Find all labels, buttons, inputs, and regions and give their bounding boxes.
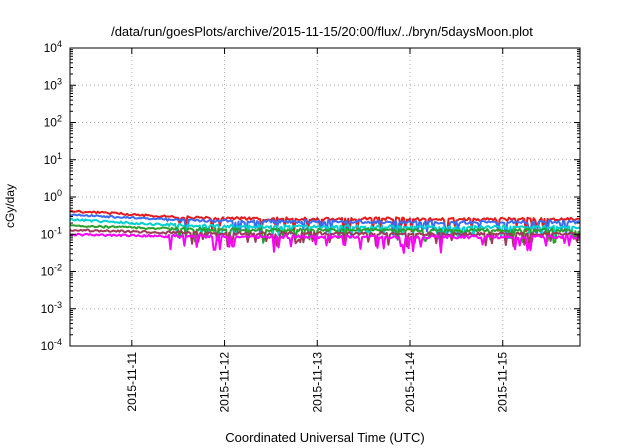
series-line xyxy=(70,209,581,233)
y-tick-label: 101 xyxy=(44,151,62,167)
y-tick-label: 100 xyxy=(44,188,62,204)
y-tick-label: 104 xyxy=(44,39,62,55)
x-tick-label: 2015-11-13 xyxy=(310,352,324,413)
x-axis-label: Coordinated Universal Time (UTC) xyxy=(225,430,424,445)
y-tick-label: 103 xyxy=(44,76,62,92)
y-axis: 10-4 10-3 10-2 10-1 100 101 102 103 104 xyxy=(41,39,580,353)
x-axis: 2015-11-11 2015-11-12 2015-11-13 2015-11-14… xyxy=(125,48,510,413)
x-tick-label: 2015-11-11 xyxy=(125,352,139,412)
y-tick-label: 10-2 xyxy=(41,263,62,279)
grid xyxy=(70,48,580,346)
series-line xyxy=(69,224,581,244)
x-tick-label: 2015-11-12 xyxy=(218,352,232,413)
y-tick-label: 10-3 xyxy=(41,300,62,316)
y-tick-label: 102 xyxy=(44,114,62,130)
series-line xyxy=(69,232,581,254)
series-line xyxy=(69,217,581,241)
y-axis-label: cGy/day xyxy=(3,184,17,228)
y-tick-label: 10-1 xyxy=(41,225,62,241)
series-line xyxy=(69,228,581,248)
x-tick-label: 2015-11-15 xyxy=(496,352,510,413)
series-layer xyxy=(69,209,581,254)
series-line xyxy=(69,213,581,236)
x-tick-label: 2015-11-14 xyxy=(403,352,417,413)
chart-title: /data/run/goesPlots/archive/2015-11-15/2… xyxy=(111,24,533,39)
y-tick-label: 10-4 xyxy=(41,337,62,353)
